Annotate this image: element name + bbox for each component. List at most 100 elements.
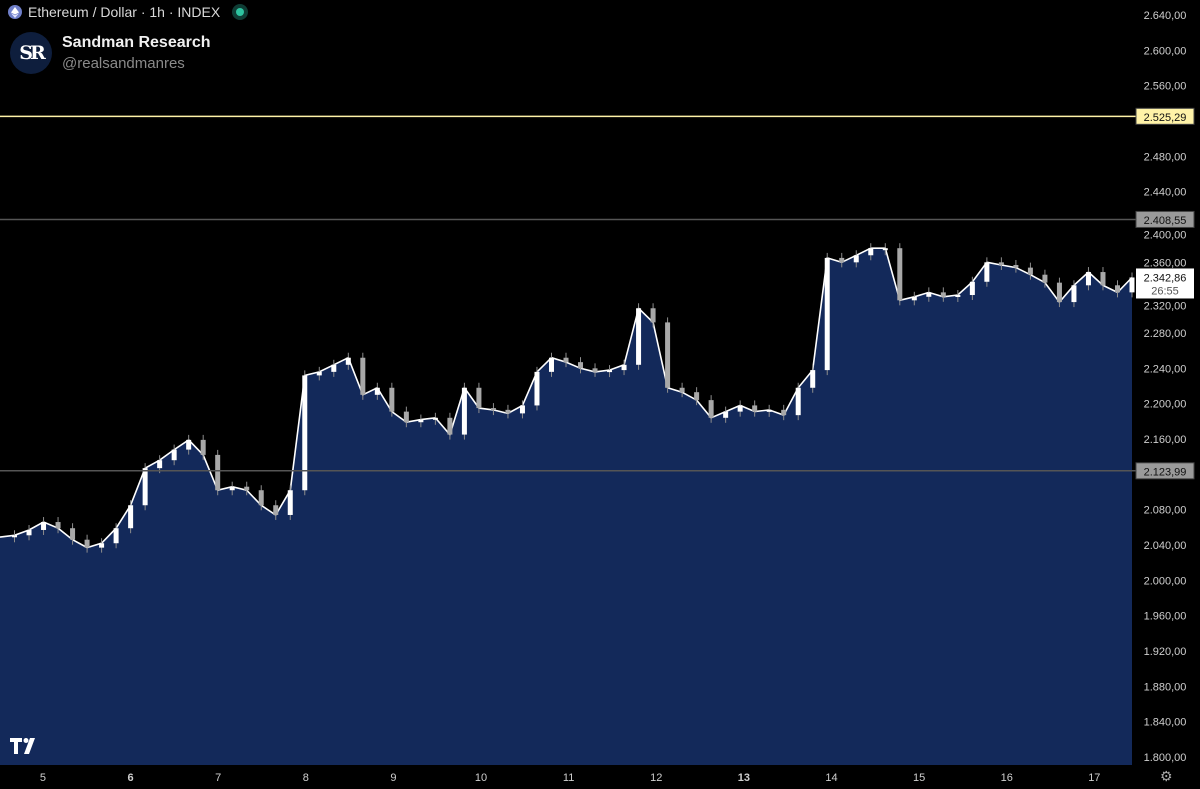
candle-body — [26, 529, 32, 536]
candle-body — [592, 368, 598, 372]
x-tick-label: 6 — [127, 772, 133, 784]
candle-body — [665, 322, 671, 388]
candle-body — [258, 490, 264, 506]
candle-body — [694, 392, 700, 401]
candle-body — [810, 370, 816, 388]
candle-body — [621, 364, 627, 371]
x-tick-label: 5 — [40, 772, 46, 784]
brand-block: SR Sandman Research @realsandmanres — [10, 32, 211, 74]
x-tick-label: 16 — [1001, 772, 1013, 784]
candle-body — [157, 460, 163, 469]
last-price-box — [1136, 268, 1194, 299]
candle-body — [476, 387, 482, 409]
candle-body — [142, 468, 148, 506]
candle-body — [84, 539, 90, 548]
y-tick-label: 2.400,00 — [1144, 229, 1187, 241]
tradingview-logo-icon[interactable] — [10, 738, 40, 758]
candle-body — [708, 400, 714, 418]
gear-icon[interactable]: ⚙ — [1160, 768, 1173, 784]
y-tick-label: 2.640,00 — [1144, 10, 1187, 22]
candle-body — [998, 262, 1004, 265]
candle-body — [752, 405, 758, 412]
candle-body — [766, 409, 772, 412]
candle-body — [1027, 267, 1033, 275]
candle-body — [200, 439, 206, 455]
candle-body — [403, 411, 409, 423]
candle-body — [1100, 272, 1106, 286]
price-label-box — [1135, 210, 1195, 228]
candle-body — [1056, 282, 1062, 303]
candle-body — [1013, 264, 1019, 268]
candle-body — [723, 411, 729, 418]
candle-body — [534, 371, 540, 406]
candle-body — [563, 357, 569, 363]
candle-body — [1042, 274, 1048, 283]
candle-body — [302, 375, 308, 491]
candle-body — [360, 357, 366, 395]
y-tick-label: 2.160,00 — [1144, 434, 1187, 446]
candle-body — [824, 257, 830, 371]
x-tick-label: 7 — [215, 772, 221, 784]
x-tick-label: 9 — [390, 772, 396, 784]
candle-body — [128, 505, 134, 529]
candle-body — [273, 505, 279, 515]
y-tick-label: 2.080,00 — [1144, 505, 1187, 517]
y-tick-label: 2.360,00 — [1144, 257, 1187, 269]
x-tick-label: 10 — [475, 772, 487, 784]
candle-body — [911, 296, 917, 301]
candle-body — [99, 543, 105, 548]
price-label: 2.123,99 — [1144, 466, 1187, 478]
candle-body — [389, 387, 395, 412]
candle-body — [578, 362, 584, 369]
candle-body — [41, 522, 47, 530]
x-tick-label: 11 — [563, 772, 574, 784]
candle-body — [839, 257, 845, 263]
candle-body — [331, 364, 337, 372]
symbol-header[interactable]: Ethereum / Dollar · 1h · INDEX — [8, 4, 249, 20]
candle-body — [461, 387, 467, 435]
candle-body — [287, 490, 293, 515]
candle-body — [737, 405, 743, 412]
symbol-title: Ethereum / Dollar · 1h · INDEX — [28, 4, 221, 20]
x-tick-label: 8 — [303, 772, 309, 784]
candle-body — [853, 255, 859, 263]
candle-body — [316, 371, 322, 376]
candle-body — [984, 262, 990, 282]
bar-countdown: 26:55 — [1151, 285, 1179, 297]
price-label: 2.408,55 — [1144, 215, 1187, 227]
candle-body — [548, 357, 554, 372]
y-tick-label: 2.320,00 — [1144, 300, 1187, 312]
y-tick-label: 2.560,00 — [1144, 81, 1187, 93]
candle-body — [345, 357, 351, 365]
price-label-box — [1135, 107, 1195, 125]
candle-body — [432, 417, 438, 420]
candle-body — [447, 417, 453, 435]
candle-body — [171, 449, 177, 461]
candle-body — [868, 248, 874, 256]
candle-body — [186, 439, 192, 450]
y-tick-label: 2.600,00 — [1144, 45, 1187, 57]
candle-body — [70, 528, 76, 540]
x-tick-label: 12 — [650, 772, 662, 784]
candle-body — [650, 308, 656, 323]
candle-body — [926, 292, 932, 297]
brand-handle: @realsandmanres — [62, 55, 185, 72]
brand-name: Sandman Research — [62, 34, 211, 51]
candle-body — [505, 409, 511, 414]
x-tick-label: 14 — [825, 772, 837, 784]
y-tick-label: 2.480,00 — [1144, 151, 1187, 163]
candle-body — [955, 295, 961, 298]
candle-body — [1085, 272, 1091, 286]
candle-body — [12, 535, 18, 538]
candle-body — [636, 308, 642, 365]
logo-text: SR — [19, 42, 45, 64]
candle-body — [969, 281, 975, 296]
x-tick-label: 15 — [913, 772, 925, 784]
y-tick-label: 2.200,00 — [1144, 399, 1187, 411]
price-label-box — [1135, 462, 1195, 480]
candle-body — [229, 486, 235, 491]
y-tick-label: 2.000,00 — [1144, 575, 1187, 587]
y-tick-label: 1.880,00 — [1144, 681, 1187, 693]
market-status-icon — [232, 4, 249, 20]
